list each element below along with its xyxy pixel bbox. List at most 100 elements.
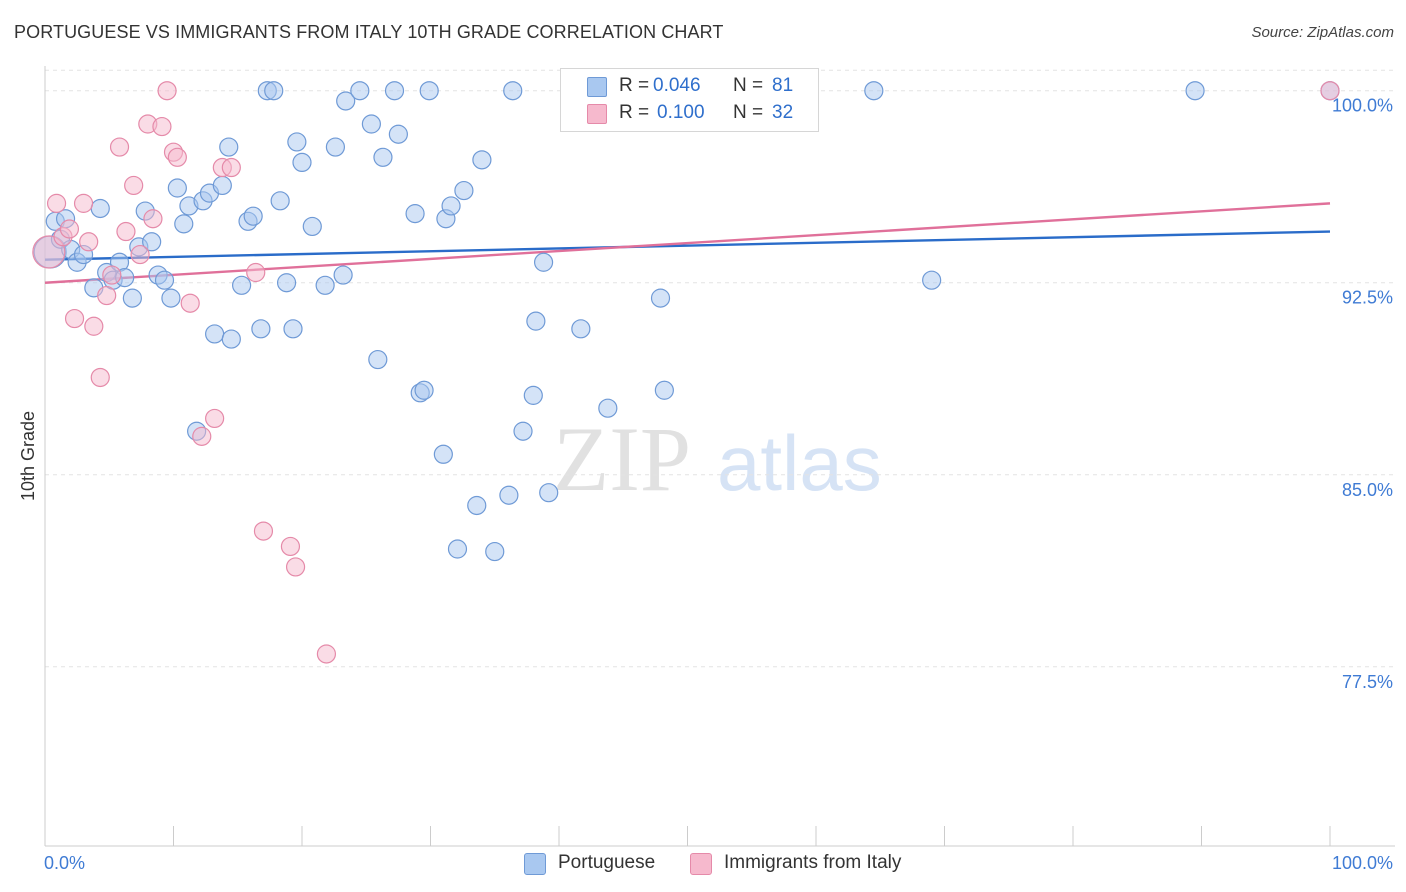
italy-point <box>205 408 225 429</box>
source-credit: Source: ZipAtlas.com <box>1251 24 1394 41</box>
portuguese-point <box>1185 81 1205 101</box>
italy-legend-label: Immigrants from Italy <box>724 852 902 873</box>
portuguese-point <box>467 495 487 516</box>
italy-point <box>73 193 94 213</box>
portuguese-point <box>232 275 252 295</box>
italy-point <box>109 137 130 157</box>
stats-legend: R = 0.046 N = 81 R = 0.100 N = 32 <box>560 68 819 132</box>
italy-point <box>130 244 150 265</box>
portuguese-point <box>433 444 453 464</box>
portuguese-point <box>414 380 434 400</box>
portuguese-point <box>167 178 187 198</box>
portuguese-point <box>333 265 353 285</box>
y-tick-label: 92.5% <box>1342 288 1393 308</box>
italy-trend-line <box>44 202 1331 284</box>
portuguese-point <box>539 483 559 503</box>
y-tick-label: 85.0% <box>1342 480 1393 500</box>
italy-point <box>167 147 187 167</box>
italy-point <box>152 116 172 137</box>
portuguese-point <box>368 349 388 370</box>
portuguese-point <box>419 81 439 101</box>
portuguese-point <box>598 398 618 418</box>
italy-point <box>64 308 85 329</box>
portuguese-point <box>384 81 405 101</box>
n-label: N = <box>733 75 764 96</box>
portuguese-point <box>302 216 322 237</box>
italy-point <box>157 81 177 101</box>
y-axis-label: 10th Grade <box>18 411 38 501</box>
portuguese-trend-line <box>44 230 1331 261</box>
portuguese-legend-label: Portuguese <box>558 852 656 873</box>
watermark-zip: ZIP <box>553 408 691 510</box>
portuguese-point <box>283 319 303 339</box>
italy-point <box>97 285 117 306</box>
y-tick-label: 77.5% <box>1342 672 1393 692</box>
italy-point <box>90 367 110 388</box>
portuguese-legend-swatch <box>524 853 546 875</box>
portuguese-point <box>441 196 461 216</box>
n-label: N = <box>733 102 764 123</box>
n-value: 81 <box>772 75 794 96</box>
portuguese-point <box>350 81 370 101</box>
portuguese-point <box>523 385 543 405</box>
italy-legend-swatch <box>690 853 712 875</box>
r-value: 0.046 <box>653 75 701 96</box>
portuguese-point <box>373 147 393 167</box>
italy-point <box>102 265 122 285</box>
italy-point <box>192 426 212 446</box>
italy-point <box>280 536 301 557</box>
portuguese-point <box>454 180 474 201</box>
portuguese-point <box>922 270 942 290</box>
portuguese-point <box>513 421 533 441</box>
r-label: R = <box>619 102 650 123</box>
portuguese-point <box>503 81 523 101</box>
italy-point <box>124 175 144 196</box>
portuguese-point <box>154 270 175 290</box>
italy-point <box>84 316 104 336</box>
portuguese-point <box>212 175 232 196</box>
portuguese-point <box>264 81 284 101</box>
watermark-atlas: atlas <box>717 419 882 507</box>
portuguese-point <box>650 288 671 308</box>
portuguese-point <box>571 319 591 339</box>
portuguese-point <box>276 273 297 293</box>
x-tick-label: 0.0% <box>44 853 85 873</box>
portuguese-point <box>270 191 290 211</box>
portuguese-point <box>243 206 263 226</box>
italy-point <box>46 193 67 213</box>
portuguese-point <box>325 137 346 157</box>
italy-swatch <box>587 104 607 124</box>
portuguese-point <box>251 319 271 339</box>
italy-point <box>221 157 241 178</box>
portuguese-point <box>174 214 194 234</box>
portuguese-point <box>142 232 162 252</box>
portuguese-point <box>219 137 239 157</box>
portuguese-swatch <box>587 77 607 97</box>
portuguese-point <box>654 380 674 400</box>
italy-point <box>180 293 200 313</box>
portuguese-point <box>315 275 335 295</box>
n-value: 32 <box>772 102 794 123</box>
portuguese-point <box>526 311 546 331</box>
portuguese-point <box>336 91 356 111</box>
italy-point <box>285 557 306 577</box>
chart-title: PORTUGUESE VS IMMIGRANTS FROM ITALY 10TH… <box>14 22 724 42</box>
italy-point <box>246 262 266 283</box>
x-tick-label: 100.0% <box>1332 853 1393 873</box>
portuguese-point <box>499 485 519 505</box>
portuguese-point <box>205 324 225 344</box>
italy-point <box>143 209 163 229</box>
italy-point <box>79 232 99 252</box>
portuguese-point <box>533 252 554 272</box>
italy-point <box>59 219 80 239</box>
portuguese-point <box>292 152 312 173</box>
italy-point <box>316 644 337 664</box>
portuguese-point <box>864 81 884 101</box>
italy-point <box>253 521 274 541</box>
portuguese-point <box>388 124 408 144</box>
portuguese-point <box>405 204 425 224</box>
portuguese-point <box>361 114 381 134</box>
r-label: R = <box>619 75 650 96</box>
italy-point <box>1320 81 1340 101</box>
